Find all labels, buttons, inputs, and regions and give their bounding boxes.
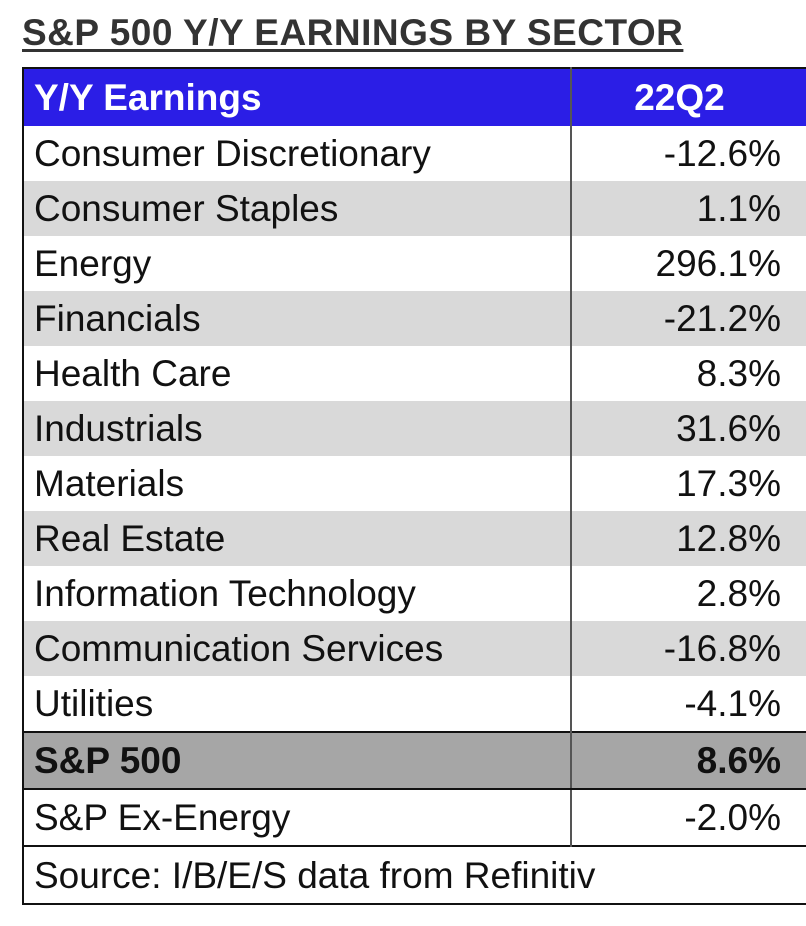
chart-title: S&P 500 Y/Y EARNINGS BY SECTOR — [22, 12, 684, 53]
sector-name: Consumer Staples — [22, 181, 572, 236]
table-row: Industrials 31.6% — [22, 401, 806, 456]
header-period: 22Q2 — [571, 67, 806, 126]
table-row: Communication Services -16.8% — [22, 621, 806, 676]
earnings-value: -16.8% — [571, 621, 806, 676]
source-note: Source: I/B/E/S data from Refinitiv — [22, 845, 806, 905]
table-body: Y/Y Earnings 22Q2 Consumer Discretionary… — [22, 67, 806, 905]
sector-name: Communication Services — [22, 621, 572, 676]
table-row: Energy 296.1% — [22, 236, 806, 291]
earnings-value: 296.1% — [571, 236, 806, 291]
table-header-row: Y/Y Earnings 22Q2 — [22, 67, 806, 126]
earnings-value: 17.3% — [571, 456, 806, 511]
table-row: Materials 17.3% — [22, 456, 806, 511]
table-row: Utilities -4.1% — [22, 676, 806, 732]
table-row: Consumer Staples 1.1% — [22, 181, 806, 236]
table-row: Health Care 8.3% — [22, 346, 806, 401]
earnings-value: -12.6% — [571, 126, 806, 181]
table-row: Financials -21.2% — [22, 291, 806, 346]
total-row: S&P 500 8.6% — [22, 731, 806, 790]
earnings-value: 2.8% — [571, 566, 806, 621]
earnings-value: 31.6% — [571, 401, 806, 456]
sector-name: Energy — [22, 236, 572, 291]
earnings-value: -21.2% — [571, 291, 806, 346]
sector-name: Information Technology — [22, 566, 572, 621]
table-row: Consumer Discretionary -12.6% — [22, 126, 806, 181]
sector-name: Materials — [22, 456, 572, 511]
earnings-value: 8.6% — [571, 731, 806, 790]
earnings-value: 1.1% — [571, 181, 806, 236]
sector-name: S&P 500 — [22, 731, 572, 790]
table-row: Real Estate 12.8% — [22, 511, 806, 566]
header-sector: Y/Y Earnings — [22, 67, 572, 126]
table-row: Information Technology 2.8% — [22, 566, 806, 621]
earnings-value: -2.0% — [571, 789, 806, 846]
ex-energy-row: S&P Ex-Energy -2.0% — [22, 789, 806, 846]
sector-name: Industrials — [22, 401, 572, 456]
sector-name: Real Estate — [22, 511, 572, 566]
earnings-value: 8.3% — [571, 346, 806, 401]
earnings-value: -4.1% — [571, 676, 806, 732]
earnings-value: 12.8% — [571, 511, 806, 566]
sector-name: Health Care — [22, 346, 572, 401]
source-row: Source: I/B/E/S data from Refinitiv — [22, 845, 806, 905]
sector-name: Financials — [22, 291, 572, 346]
earnings-table: Y/Y Earnings 22Q2 Consumer Discretionary… — [22, 67, 806, 905]
sector-name: Utilities — [22, 676, 572, 732]
sector-name: S&P Ex-Energy — [22, 789, 572, 846]
sector-name: Consumer Discretionary — [22, 126, 572, 181]
